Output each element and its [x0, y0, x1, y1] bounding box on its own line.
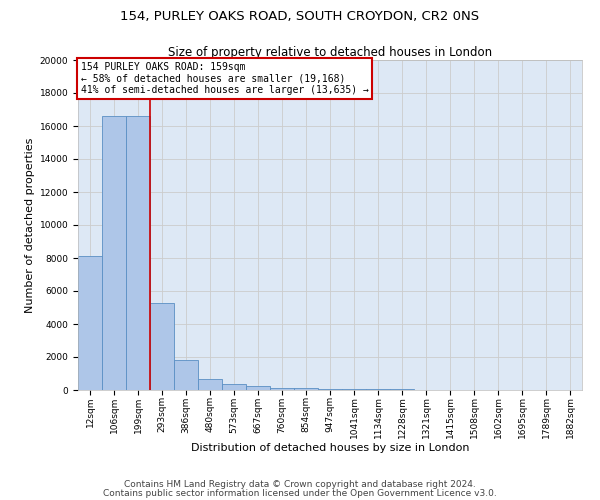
Bar — [294, 388, 318, 390]
Text: 154, PURLEY OAKS ROAD, SOUTH CROYDON, CR2 0NS: 154, PURLEY OAKS ROAD, SOUTH CROYDON, CR… — [121, 10, 479, 23]
Text: Contains HM Land Registry data © Crown copyright and database right 2024.: Contains HM Land Registry data © Crown c… — [124, 480, 476, 489]
Bar — [102, 116, 126, 390]
Bar — [198, 379, 222, 390]
Bar — [246, 386, 270, 390]
Bar — [342, 389, 366, 390]
Text: Contains public sector information licensed under the Open Government Licence v3: Contains public sector information licen… — [103, 489, 497, 498]
Bar — [78, 256, 102, 390]
X-axis label: Distribution of detached houses by size in London: Distribution of detached houses by size … — [191, 442, 469, 452]
Bar — [318, 388, 342, 390]
Bar — [150, 302, 174, 390]
Bar — [222, 384, 246, 390]
Title: Size of property relative to detached houses in London: Size of property relative to detached ho… — [168, 46, 492, 59]
Bar — [270, 388, 294, 390]
Bar — [126, 116, 150, 390]
Bar — [174, 360, 198, 390]
Y-axis label: Number of detached properties: Number of detached properties — [25, 138, 35, 312]
Text: 154 PURLEY OAKS ROAD: 159sqm
← 58% of detached houses are smaller (19,168)
41% o: 154 PURLEY OAKS ROAD: 159sqm ← 58% of de… — [80, 62, 368, 95]
